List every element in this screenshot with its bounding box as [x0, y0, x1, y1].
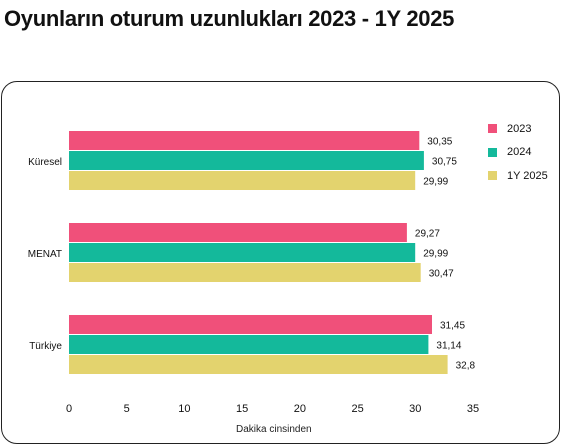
- legend-item-2023: 2023: [488, 117, 548, 141]
- legend-swatch-2023: [488, 124, 497, 134]
- page-title: Oyunların oturum uzunlukları 2023 - 1Y 2…: [4, 6, 455, 31]
- legend-swatch-2024: [488, 147, 497, 157]
- x-tick-label-15: 15: [236, 403, 248, 415]
- data-label-menat-2023: 29,27: [415, 229, 440, 240]
- bar-k-resel-1y-2025: [69, 171, 416, 190]
- bar-menat-2023: [69, 223, 407, 242]
- bar-menat-1y-2025: [69, 263, 421, 282]
- legend-label-2023: 2023: [507, 122, 532, 135]
- legend-item-2024: 2024: [488, 141, 548, 165]
- bar-k-resel-2023: [69, 131, 420, 150]
- x-tick-label-5: 5: [124, 403, 130, 415]
- legend-label-2024: 2024: [507, 146, 532, 159]
- category-label-t-rkiye: Türkiye: [29, 341, 62, 352]
- x-tick-label-25: 25: [351, 403, 363, 415]
- x-tick-label-35: 35: [467, 403, 479, 415]
- bar-menat-2024: [69, 243, 416, 262]
- x-tick-label-20: 20: [294, 403, 306, 415]
- category-label-menat: MENAT: [28, 249, 62, 260]
- bar-t-rkiye-1y-2025: [69, 355, 448, 374]
- x-tick-label-0: 0: [66, 403, 72, 415]
- bar-t-rkiye-2024: [69, 335, 429, 354]
- data-label-menat-2024: 29,99: [423, 249, 448, 260]
- x-tick-label-10: 10: [178, 403, 190, 415]
- bar-k-resel-2024: [69, 151, 424, 170]
- data-label-k-resel-2023: 30,35: [427, 137, 452, 148]
- x-tick-label-30: 30: [409, 403, 421, 415]
- category-label-k-resel: Küresel: [28, 157, 62, 168]
- data-label-t-rkiye-1y-2025: 32,8: [456, 361, 476, 372]
- legend-item-1y-2025: 1Y 2025: [488, 164, 548, 188]
- data-label-menat-1y-2025: 30,47: [429, 269, 454, 280]
- data-label-t-rkiye-2023: 31,45: [440, 321, 465, 332]
- data-label-k-resel-2024: 30,75: [432, 157, 457, 168]
- bar-t-rkiye-2023: [69, 315, 432, 334]
- legend-label-1y-2025: 1Y 2025: [507, 169, 548, 182]
- legend-swatch-1y-2025: [488, 171, 497, 181]
- data-label-k-resel-1y-2025: 29,99: [423, 177, 448, 188]
- chart-legend: 2023 2024 1Y 2025: [488, 117, 548, 188]
- data-label-t-rkiye-2024: 31,14: [436, 341, 461, 352]
- x-axis-label: Dakika cinsinden: [236, 424, 312, 435]
